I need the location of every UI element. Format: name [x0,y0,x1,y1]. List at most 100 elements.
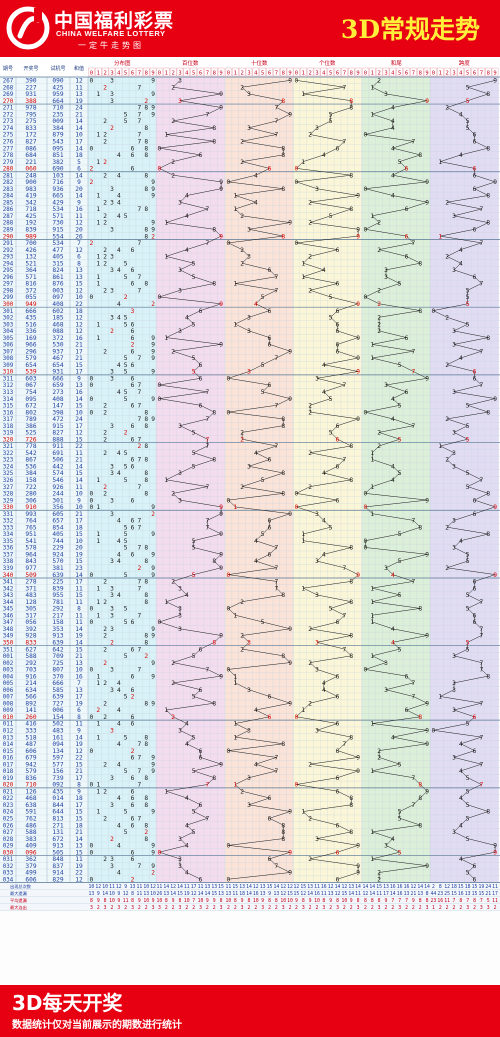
trend-point-hundreds: 3 [178,98,182,105]
trend-point-sum_tail: 7 [412,240,416,247]
test-number: 382 [52,159,63,166]
trend-point-hundreds: 3 [178,606,182,613]
stat-value-tens: 2 [254,905,257,911]
trend-point-span: 8 [486,809,490,816]
distribution-mark: 5 [124,362,128,369]
distribution-mark: 9 [151,565,155,572]
trend-point-sum_tail: 5 [398,646,402,653]
trend-point-span: 4 [459,768,463,775]
trend-point-sum_tail: 8 [418,152,422,159]
distribution-mark: 6 [131,687,135,694]
trend-point-tens: 6 [268,335,272,342]
stat-value-hundreds: 8 [220,898,223,904]
trend-point-tens: 2 [240,646,244,653]
issue-number: 350 [3,640,14,646]
trend-point-span: 3 [452,389,456,396]
sum-value: 14 [75,172,83,179]
trend-point-units: 5 [329,213,333,220]
issue-number: 327 [3,485,14,491]
stat-value-hundreds: 13 [211,884,217,890]
sum-value: 15 [75,761,83,768]
trend-point-sum_tail: 2 [377,430,381,437]
column-header-test: 试机号 [50,65,65,72]
trend-point-sum_tail: 3 [384,274,388,281]
sum-value: 11 [75,599,83,606]
trend-point-span: 7 [480,281,484,288]
trend-point-hundreds: 3 [178,836,182,843]
trend-point-sum_tail: 5 [398,281,402,288]
test-number: 829 [52,876,63,883]
stat-value-tens: 2 [275,905,278,911]
stat-value-hundreds: 12 [170,884,176,890]
draw-number: 764 [25,518,36,525]
draw-number: 364 [25,267,36,274]
trend-point-sum_tail: 3 [384,91,388,98]
stat-value-hundreds: 11 [184,884,190,890]
stat-label: 平均遗漏 [10,897,27,904]
stat-value-sum_tail: 8 [426,891,429,897]
stat-value-distribution: 9 [117,891,120,897]
distribution-mark: 0 [90,876,94,883]
issue-number: 320 [3,437,14,443]
distribution-mark: 1 [96,585,100,592]
trend-point-sum_tail: 6 [405,206,409,213]
stat-value-hundreds: 10 [184,898,190,904]
issue-number: 299 [3,295,14,301]
issue-number: 305 [3,336,14,342]
trend-point-units: 6 [336,342,340,349]
test-number: 315 [52,260,63,267]
trend-point-hundreds: 8 [212,409,216,416]
distribution-mark: 3 [131,308,135,315]
trend-point-span: 8 [486,335,490,342]
trend-point-hundreds: 9 [219,551,223,558]
test-number: 185 [52,315,63,322]
issue-number: 312 [3,383,13,389]
draw-number: 390 [25,78,36,85]
issue-number: 001 [3,654,14,660]
test-number: 644 [52,809,63,816]
distribution-mark: 8 [144,545,148,552]
trend-point-units: 6 [336,721,340,728]
stat-value-tens: 14 [246,884,252,890]
stat-value-units: 11 [355,891,361,897]
digit-header-distribution-9: 9 [151,71,154,77]
stat-value-span: 8 [439,884,442,890]
trend-point-units: 5 [329,315,333,322]
test-number: 672 [52,836,63,843]
trend-point-hundreds: 6 [199,362,203,369]
test-number: 690 [52,166,63,173]
draw-number: 916 [25,673,36,680]
stat-value-span: 7 [480,898,483,904]
distribution-mark: 8 [144,423,148,430]
distribution-mark: 9 [151,768,155,775]
trend-point-hundreds: 7 [206,816,210,823]
stat-value-tens: 3 [241,905,244,911]
trend-point-hundreds: 3 [178,328,182,335]
trend-point-tens: 3 [247,687,251,694]
sum-value: 12 [75,220,83,227]
draw-number: 816 [25,281,36,288]
sum-value: 16 [75,389,83,396]
issue-number: 018 [3,769,14,775]
distribution-mark: 1 [96,274,100,281]
issue-number: 010 [3,715,14,721]
trend-point-hundreds: 8 [212,775,216,782]
trend-point-units: 6 [336,748,340,755]
distribution-mark: 2 [103,646,107,653]
distribution-mark: 5 [124,389,128,396]
trend-point-hundreds: 3 [178,612,182,619]
trend-point-hundreds: 6 [199,748,203,755]
stat-value-distribution: 2 [138,905,141,911]
sum-value: 13 [75,382,83,389]
trend-point-tens: 7 [275,863,279,870]
distribution-mark: 2 [103,430,107,437]
trend-point-span: 7 [480,700,484,707]
trend-point-sum_tail: 4 [391,572,395,579]
trend-point-hundreds: 4 [185,213,189,220]
distribution-mark: 7 [138,863,142,870]
trend-point-tens: 0 [227,667,231,674]
distribution-mark: 6 [131,822,135,829]
draw-number: 280 [25,491,36,498]
distribution-mark: 9 [151,843,155,850]
digit-header-cell [471,67,478,77]
